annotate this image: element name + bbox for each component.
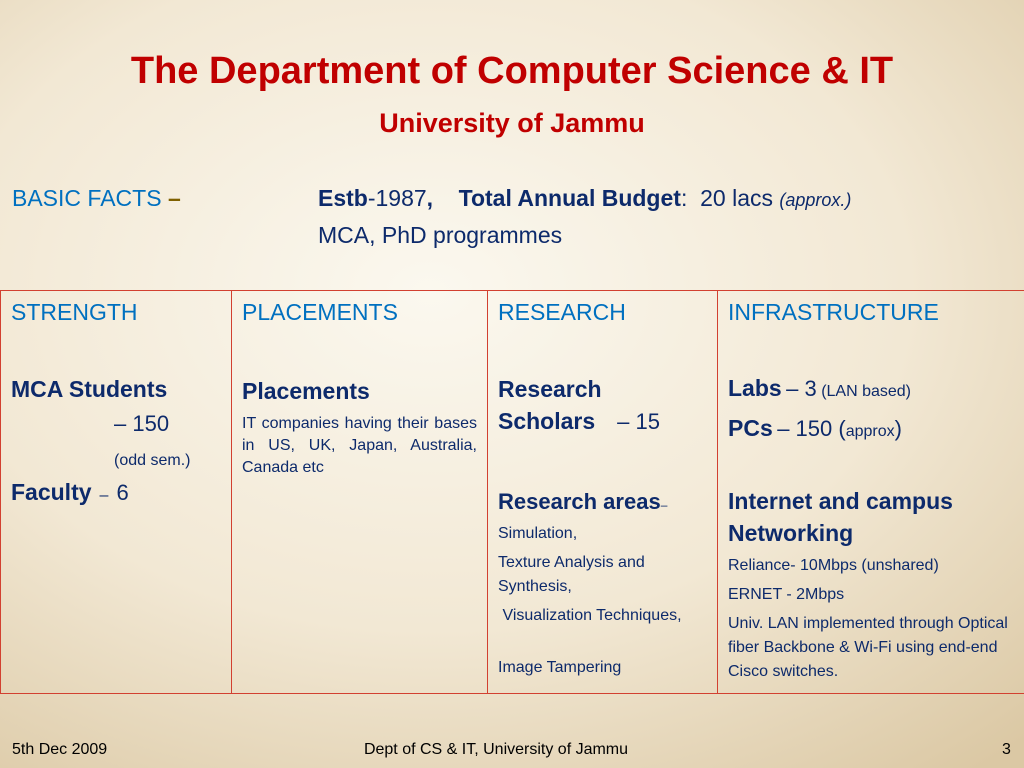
labs-label: Labs (728, 375, 782, 401)
estb-label: Estb (318, 185, 368, 211)
slide-title: The Department of Computer Science & IT (130, 50, 894, 92)
budget-note: (approx.) (779, 190, 852, 210)
network-item: Reliance- 10Mbps (unshared) (728, 557, 939, 574)
research-scholars-label-line1: Research (498, 376, 602, 402)
mca-students-note: (odd sem.) (114, 452, 191, 469)
estb-value: -1987 (367, 185, 427, 211)
research-area-item: Texture Analysis and Synthesis, (498, 554, 645, 595)
research-area-item: Image Tampering (498, 659, 622, 676)
strength-heading: STRENGTH (11, 299, 138, 325)
slide-subtitle: University of Jammu (379, 108, 645, 138)
network-item: ERNET - 2Mbps (728, 586, 845, 603)
pcs-note: approx (845, 423, 895, 440)
placements-subheading: Placements (242, 378, 370, 404)
strength-cell: STRENGTH MCA Students – 150 (odd sem.) F… (0, 290, 232, 694)
network-item: Univ. LAN implemented through Optical fi… (728, 615, 1008, 680)
basic-facts-dash: – (167, 185, 181, 211)
pcs-label: PCs (728, 415, 773, 441)
pcs-close: ) (894, 416, 902, 441)
faculty-label: Faculty (11, 479, 92, 505)
footer-center: Dept of CS & IT, University of Jammu (363, 741, 629, 758)
infrastructure-cell: INFRASTRUCTURE Labs – 3 (LAN based) PCs … (717, 290, 1024, 694)
placements-heading: PLACEMENTS (242, 299, 398, 325)
faculty-dash: – (99, 487, 109, 504)
basic-facts-label: BASIC FACTS – (12, 185, 181, 212)
research-area-item: Visualization Techniques, (498, 607, 682, 624)
facts-table: STRENGTH MCA Students – 150 (odd sem.) F… (0, 290, 1024, 694)
infrastructure-heading: INFRASTRUCTURE (728, 299, 939, 325)
mca-students-label: MCA Students (11, 376, 168, 402)
placements-cell: PLACEMENTS Placements IT companies havin… (231, 290, 488, 694)
internet-networking-heading: Internet and campus Networking (728, 488, 953, 546)
pcs-line: PCs – 150 (approx) (728, 415, 902, 444)
labs-line: Labs – 3 (LAN based) (728, 375, 911, 404)
budget-colon: : (680, 185, 688, 211)
budget-label: Total Annual Budget (458, 185, 681, 211)
mca-students-value: – 150 (114, 411, 170, 436)
pcs-value: – 150 ( (777, 416, 846, 441)
research-areas-dash: – (660, 498, 668, 512)
research-scholars-line: Scholars – 15 (498, 408, 660, 435)
footer-date: 5th Dec 2009 (12, 741, 108, 758)
research-areas-label: Research areas (498, 489, 661, 514)
budget-value: 20 lacs (700, 185, 773, 211)
research-cell: RESEARCH Research Scholars – 15 Research … (487, 290, 718, 694)
research-heading: RESEARCH (498, 299, 626, 325)
estb-separator: , (426, 185, 434, 211)
placements-text: IT companies having their bases in US, U… (242, 415, 477, 476)
footer-page-number: 3 (1002, 741, 1011, 758)
labs-value: – 3 (786, 376, 817, 401)
labs-note: (LAN based) (821, 383, 912, 400)
basic-facts-line: Estb-1987, Total Annual Budget: 20 lacs … (318, 185, 851, 212)
research-scholars-label-line2: Scholars (498, 408, 596, 434)
research-scholars-value: – 15 (617, 409, 660, 434)
research-area-item: Simulation, (498, 525, 578, 542)
research-areas-heading: Research areas– (498, 489, 667, 515)
programmes-text: MCA, PhD programmes (318, 222, 563, 248)
faculty-line: Faculty –6 (11, 479, 129, 508)
basic-facts-text: BASIC FACTS (12, 185, 162, 211)
faculty-value: 6 (116, 480, 129, 505)
